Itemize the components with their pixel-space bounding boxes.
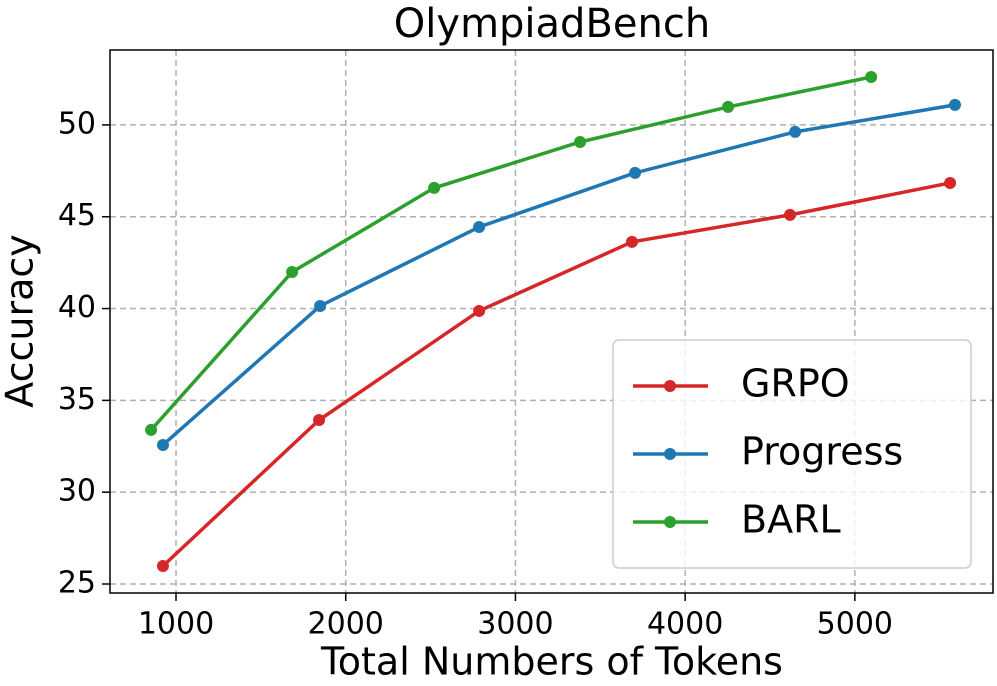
data-point — [574, 135, 587, 148]
series-line — [161, 181, 951, 568]
x-tick-label: 3000 — [477, 607, 553, 642]
data-point — [944, 176, 957, 189]
y-tick-label: 30 — [58, 474, 96, 509]
data-point — [313, 414, 326, 427]
chart-title: OlympiadBench — [394, 1, 710, 47]
data-point — [156, 560, 169, 573]
x-tick-label: 1000 — [138, 607, 214, 642]
data-point — [626, 235, 639, 248]
data-point — [145, 423, 158, 436]
plot-frame — [109, 49, 994, 594]
y-axis-label: Accuracy — [0, 234, 42, 408]
x-tick-label: 4000 — [647, 607, 723, 642]
x-tick-label: 5000 — [817, 607, 893, 642]
data-point — [629, 166, 642, 179]
y-tick-label: 45 — [58, 198, 96, 233]
data-point — [473, 304, 486, 317]
data-point — [286, 266, 299, 279]
series-line — [161, 103, 956, 447]
legend-marker — [664, 448, 676, 460]
legend-marker — [664, 516, 676, 528]
data-point — [156, 438, 169, 451]
x-axis-label: Total Numbers of Tokens — [320, 640, 783, 684]
legend-label: Progress — [741, 430, 903, 474]
legend-marker — [664, 380, 676, 392]
data-point — [722, 100, 735, 113]
series-line — [149, 75, 872, 432]
y-tick-label: 35 — [58, 382, 96, 417]
data-point — [784, 208, 797, 221]
data-point — [948, 98, 961, 111]
y-tick-label: 40 — [58, 290, 96, 325]
legend-label: BARL — [741, 498, 841, 542]
legend-label: GRPO — [741, 362, 850, 406]
data-point — [865, 70, 878, 83]
y-tick-label: 50 — [58, 106, 96, 141]
data-point — [428, 181, 441, 194]
legend-box — [612, 339, 972, 569]
x-tick-label: 2000 — [308, 607, 384, 642]
data-point — [473, 221, 486, 234]
y-tick-label: 25 — [58, 566, 96, 601]
data-point — [789, 125, 802, 138]
data-point — [314, 299, 327, 312]
